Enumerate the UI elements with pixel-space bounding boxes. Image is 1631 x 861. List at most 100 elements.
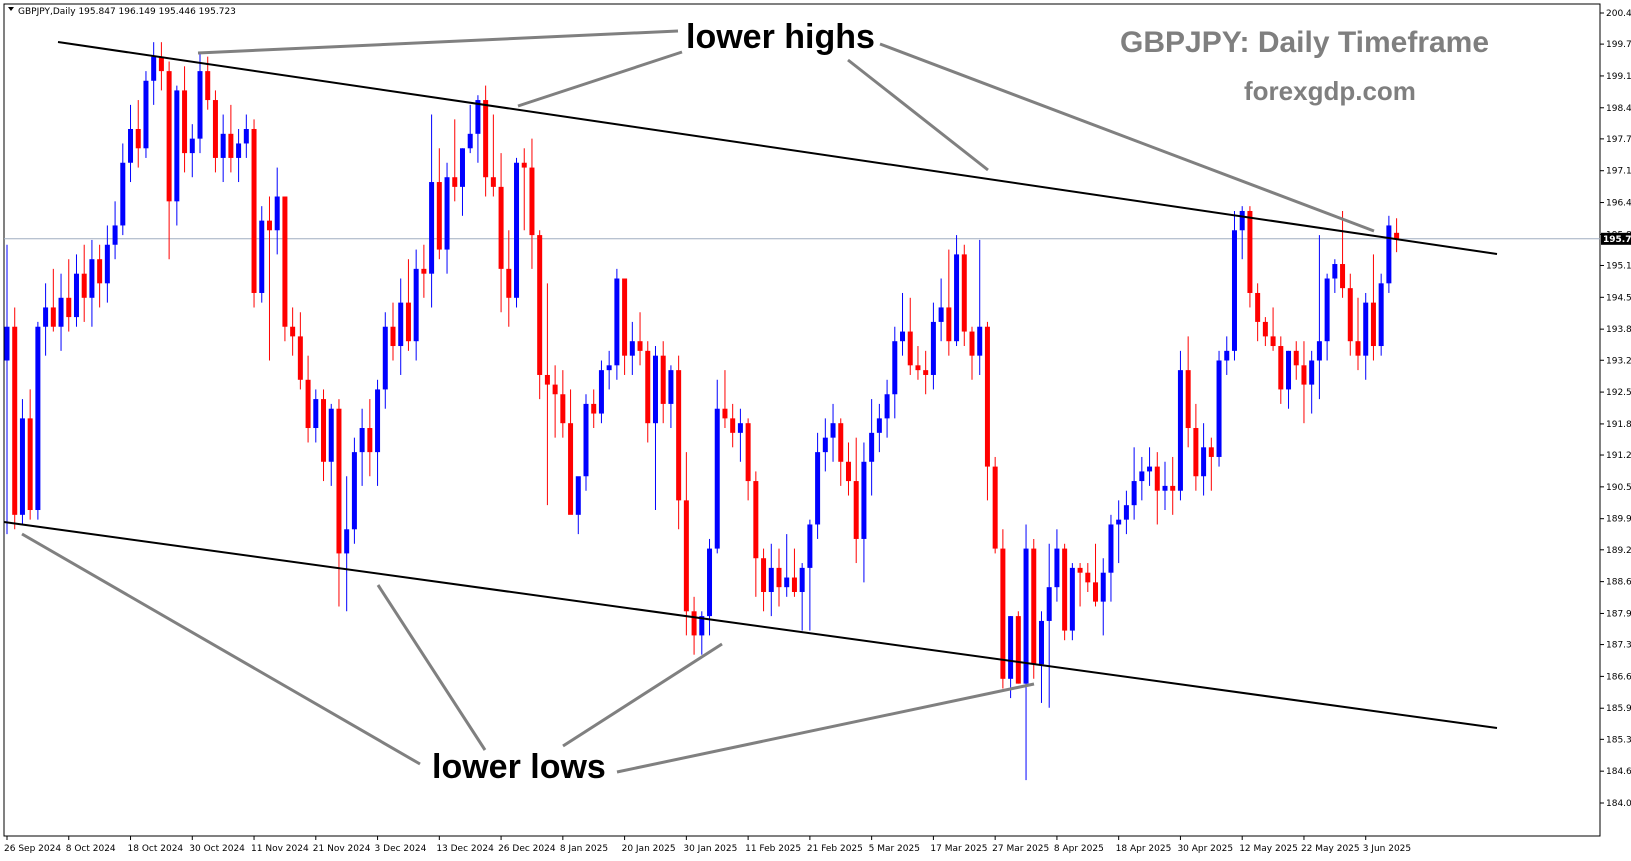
- candle: [506, 230, 512, 327]
- candle: [259, 206, 265, 303]
- candle-body: [652, 355, 658, 424]
- candle-body: [1293, 350, 1299, 366]
- candle-body: [1224, 350, 1230, 361]
- price-tick-label: 189.275: [1606, 546, 1631, 556]
- price-tick-label: 199.760: [1606, 40, 1631, 50]
- candle: [436, 148, 442, 260]
- candle: [799, 563, 805, 631]
- candle-body: [444, 177, 450, 250]
- candle: [1386, 215, 1392, 293]
- candle: [73, 254, 79, 327]
- candle-body: [1255, 292, 1261, 322]
- candle: [892, 326, 898, 419]
- candle-body: [1000, 548, 1006, 679]
- price-axis: 200.405 199.760 199.100 198.440 197.795 197.1…: [1600, 9, 1631, 809]
- candle-body: [120, 162, 126, 226]
- candle: [876, 403, 882, 453]
- price-tick-label: 189.920: [1606, 515, 1631, 525]
- candle: [815, 432, 821, 539]
- date-tick-label: 27 Mar 2025: [992, 844, 1049, 854]
- candle-body: [12, 326, 18, 515]
- price-tick-label: 185.345: [1606, 735, 1631, 745]
- candle: [1239, 206, 1245, 260]
- candle-body: [745, 423, 751, 482]
- candle-body: [452, 177, 458, 187]
- candle-body: [89, 259, 95, 298]
- candle: [243, 114, 249, 158]
- candle-body: [344, 529, 350, 554]
- candle: [1394, 218, 1400, 253]
- candle: [429, 114, 435, 308]
- annotation-pointer-line: [21, 532, 421, 766]
- candle-body: [467, 133, 473, 149]
- candle-body: [954, 254, 960, 342]
- candle-body: [923, 370, 929, 375]
- candle-body: [645, 350, 651, 424]
- candle: [1355, 297, 1361, 371]
- candle-body: [1201, 447, 1207, 477]
- candle-body: [81, 273, 87, 298]
- candle-body: [1262, 321, 1268, 337]
- candle-body: [19, 418, 25, 515]
- candle-body: [791, 577, 797, 592]
- candle-body: [1177, 370, 1183, 491]
- candle-body: [552, 384, 558, 395]
- candle: [1201, 423, 1207, 496]
- candle-body: [429, 182, 435, 274]
- price-tick-label: 184.025: [1606, 799, 1631, 809]
- candle: [598, 360, 604, 424]
- candle-body: [112, 225, 118, 245]
- candle-body: [1378, 283, 1384, 347]
- candle: [923, 350, 929, 395]
- candle-body: [853, 481, 859, 539]
- date-tick-label: 30 Oct 2024: [189, 844, 245, 854]
- candle: [691, 596, 697, 655]
- candle: [1301, 341, 1307, 424]
- candle: [1324, 273, 1330, 361]
- candle: [367, 399, 373, 477]
- candle-body: [1162, 485, 1168, 491]
- candle-body: [1355, 341, 1361, 356]
- annotation-pointer-line: [197, 29, 679, 55]
- candle-body: [737, 423, 743, 433]
- candle: [1031, 538, 1037, 679]
- candle-body: [297, 336, 303, 380]
- candle: [498, 153, 504, 313]
- candle-body: [807, 524, 813, 568]
- date-tick-label: 21 Nov 2024: [313, 844, 371, 854]
- candle-body: [676, 370, 682, 501]
- candle: [81, 244, 87, 322]
- date-tick-label: 21 Feb 2025: [807, 844, 863, 854]
- annotation-pointer-line: [517, 50, 683, 108]
- candle: [1131, 447, 1137, 520]
- candle-body: [1247, 210, 1253, 293]
- candle-body: [1015, 616, 1021, 684]
- candle: [830, 403, 836, 462]
- candle: [807, 519, 813, 631]
- candle-body: [135, 128, 141, 149]
- date-tick-label: 18 Oct 2024: [128, 844, 184, 854]
- candle: [521, 148, 527, 231]
- candle: [112, 201, 118, 260]
- candle-body: [1023, 548, 1029, 684]
- candle-body: [930, 321, 936, 375]
- candle-body: [598, 370, 604, 414]
- chart-menu-icon[interactable]: [8, 7, 14, 11]
- candle: [452, 119, 458, 202]
- candle-body: [869, 432, 875, 462]
- date-tick-label: 3 Dec 2024: [375, 844, 427, 854]
- price-tick-label: 196.475: [1606, 199, 1631, 209]
- candle-body: [1108, 524, 1114, 573]
- lower-trendline: [3, 521, 1498, 729]
- candle-body: [537, 235, 543, 375]
- candle: [1177, 350, 1183, 501]
- candle: [853, 437, 859, 564]
- candle: [961, 244, 967, 347]
- candle-body: [915, 365, 921, 371]
- candle-body: [961, 254, 967, 332]
- time-axis: 26 Sep 2024 8 Oct 2024 18 Oct 2024 30 Oct 2…: [4, 836, 1411, 854]
- candle-body: [560, 394, 566, 424]
- candle: [529, 138, 535, 269]
- candle: [197, 51, 203, 154]
- candle: [884, 379, 890, 438]
